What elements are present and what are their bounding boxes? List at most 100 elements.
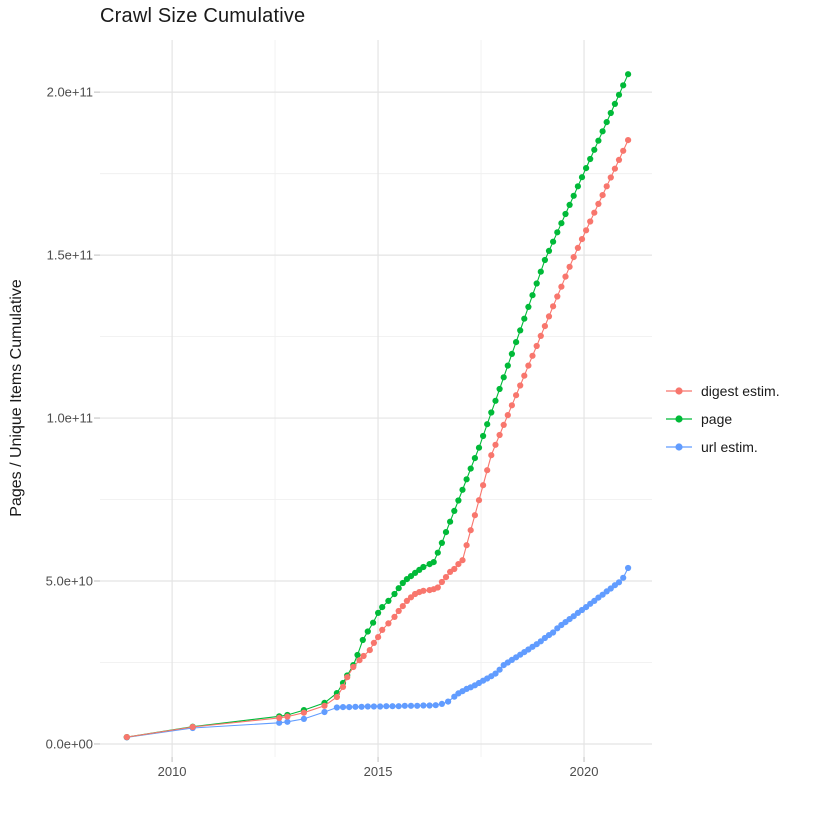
data-point xyxy=(484,467,491,474)
data-point xyxy=(620,147,627,154)
data-point xyxy=(189,723,196,731)
data-point xyxy=(366,647,373,654)
data-point xyxy=(570,192,577,199)
data-point xyxy=(537,268,544,275)
legend-key-icon xyxy=(666,443,692,451)
data-point xyxy=(370,703,377,710)
data-point xyxy=(578,236,586,243)
gridlines-major xyxy=(100,40,652,757)
data-point xyxy=(599,192,606,199)
data-point xyxy=(356,657,363,664)
data-point xyxy=(529,352,536,359)
legend-label: url estim. xyxy=(701,439,758,455)
data-point xyxy=(399,603,406,610)
data-point xyxy=(300,715,307,723)
data-point xyxy=(625,564,632,572)
y-tick-label: 1.0e+11 xyxy=(46,410,93,426)
data-point xyxy=(521,315,528,322)
data-point xyxy=(339,704,347,711)
x-tick-label: 2020 xyxy=(569,764,599,779)
data-point xyxy=(395,703,402,710)
data-point xyxy=(583,165,590,172)
series-line xyxy=(126,139,629,738)
data-point xyxy=(321,702,328,709)
data-point xyxy=(570,254,577,261)
data-point xyxy=(595,200,602,207)
data-point xyxy=(459,557,466,564)
legend: digest estim. page url estim. xyxy=(664,377,780,461)
data-point xyxy=(525,303,532,310)
data-point xyxy=(603,183,610,190)
data-point xyxy=(533,280,540,287)
data-point xyxy=(276,719,283,726)
data-point xyxy=(420,587,427,594)
data-point xyxy=(354,651,361,659)
data-point xyxy=(496,431,503,439)
axis-tick-marks xyxy=(94,91,585,762)
data-point xyxy=(492,397,499,404)
data-point xyxy=(451,565,458,573)
data-point xyxy=(434,584,441,591)
data-point xyxy=(420,702,427,709)
data-point xyxy=(375,634,382,641)
data-point xyxy=(488,409,495,416)
series-line xyxy=(126,567,629,738)
data-point xyxy=(480,432,487,440)
data-point xyxy=(385,620,392,627)
data-point xyxy=(438,578,445,586)
data-point xyxy=(459,486,466,493)
data-point xyxy=(395,607,402,615)
data-point xyxy=(541,256,549,264)
data-point xyxy=(395,585,402,592)
data-point xyxy=(451,507,458,514)
data-point xyxy=(529,292,536,299)
data-point xyxy=(533,342,540,350)
data-point xyxy=(620,574,627,581)
data-point xyxy=(364,703,371,710)
data-point xyxy=(625,71,632,78)
data-point xyxy=(333,693,340,701)
data-point xyxy=(432,702,439,709)
data-point xyxy=(480,482,487,489)
data-point xyxy=(558,220,565,227)
legend-item: page xyxy=(664,405,780,433)
data-point xyxy=(391,613,398,621)
data-point xyxy=(517,327,524,334)
data-point xyxy=(379,604,386,611)
data-point xyxy=(620,82,627,89)
data-point xyxy=(504,362,511,369)
data-point xyxy=(541,323,549,330)
data-point xyxy=(438,539,445,547)
data-point xyxy=(545,247,553,254)
data-point xyxy=(463,476,470,483)
data-point xyxy=(445,698,452,705)
data-point xyxy=(321,708,328,716)
data-point xyxy=(554,293,561,300)
data-point xyxy=(375,609,382,617)
data-point xyxy=(364,628,371,635)
data-point xyxy=(558,283,565,290)
data-point xyxy=(420,563,427,571)
data-point xyxy=(352,703,359,710)
data-point xyxy=(599,128,606,135)
data-point xyxy=(414,702,421,709)
data-point xyxy=(603,119,610,126)
data-point xyxy=(562,273,569,280)
data-point xyxy=(350,663,357,671)
data-point xyxy=(500,374,507,381)
data-point xyxy=(407,702,415,709)
data-point xyxy=(447,518,454,525)
series-digest-estim xyxy=(123,137,632,741)
data-point xyxy=(383,703,390,710)
data-point xyxy=(566,263,573,270)
data-point xyxy=(537,332,544,339)
data-point xyxy=(426,702,433,709)
data-point xyxy=(574,183,582,190)
legend-key-icon xyxy=(666,387,692,395)
data-point xyxy=(471,512,478,519)
data-point xyxy=(379,626,386,634)
data-point xyxy=(625,137,632,144)
data-point xyxy=(484,421,491,428)
